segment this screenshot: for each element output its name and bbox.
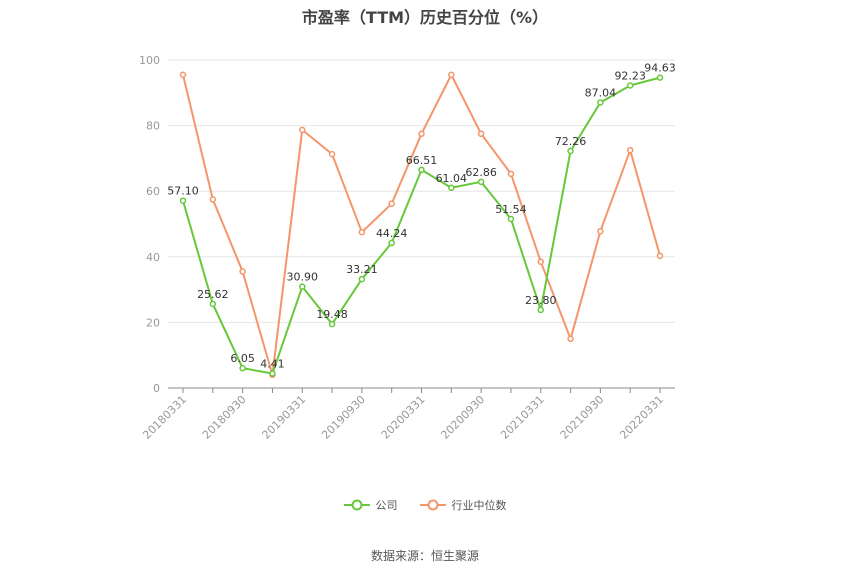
data-label: 19.48 bbox=[316, 308, 348, 321]
data-labels: 57.10 25.62 6.05 4.41 30.90 19.48 33.21 44.24 66… bbox=[167, 62, 676, 371]
data-label: 72.26 bbox=[555, 135, 587, 148]
data-point bbox=[299, 283, 306, 290]
x-tick-label: 20200930 bbox=[438, 393, 487, 442]
data-point bbox=[239, 364, 246, 372]
chart-title: 市盈率（TTM）历史百分位（%） bbox=[301, 8, 549, 27]
data-point bbox=[239, 268, 246, 275]
data-point bbox=[656, 74, 664, 81]
data-point bbox=[388, 239, 395, 247]
data-label: 6.05 bbox=[230, 352, 255, 365]
legend-swatch bbox=[419, 499, 446, 511]
y-tick-label: 80 bbox=[146, 120, 160, 133]
x-tick-label: 20220331 bbox=[617, 393, 666, 442]
data-point bbox=[507, 170, 515, 178]
legend-label: 公司 bbox=[375, 499, 398, 512]
data-point bbox=[626, 82, 634, 89]
series-line bbox=[182, 76, 661, 375]
data-source-note: 数据来源：恒生聚源 bbox=[370, 549, 479, 563]
data-point bbox=[597, 99, 604, 106]
x-tick-label: 20200331 bbox=[379, 393, 428, 442]
data-point bbox=[567, 147, 574, 155]
data-point bbox=[537, 258, 544, 265]
data-point bbox=[448, 71, 455, 79]
x-tick-label: 20210331 bbox=[498, 393, 547, 442]
data-point bbox=[477, 178, 485, 186]
data-point bbox=[537, 306, 544, 314]
data-point bbox=[358, 228, 366, 236]
data-label: 62.86 bbox=[465, 166, 497, 179]
data-point bbox=[179, 197, 187, 204]
data-label: 23.80 bbox=[525, 294, 557, 307]
legend: 公司 行业中位数 bbox=[0, 497, 850, 513]
data-point bbox=[269, 370, 276, 377]
data-label: 51.54 bbox=[495, 203, 527, 216]
data-point bbox=[209, 300, 217, 308]
legend-item[interactable]: 公司 bbox=[343, 497, 398, 513]
legend-item[interactable]: 行业中位数 bbox=[419, 497, 507, 513]
data-label: 44.24 bbox=[376, 227, 408, 240]
data-label: 30.90 bbox=[287, 271, 319, 284]
data-point bbox=[597, 227, 604, 235]
y-tick-label: 100 bbox=[139, 54, 160, 67]
x-tick-label: 20180331 bbox=[140, 393, 189, 442]
grid-lines bbox=[168, 59, 675, 323]
data-point bbox=[358, 275, 366, 283]
x-tick-label: 20190930 bbox=[319, 393, 368, 442]
x-tick-label: 20210930 bbox=[558, 393, 607, 442]
data-label: 94.63 bbox=[644, 62, 676, 75]
y-tick-label: 0 bbox=[153, 382, 160, 395]
series-layer bbox=[179, 71, 664, 379]
series-line bbox=[182, 73, 661, 376]
data-point bbox=[418, 166, 425, 174]
data-point bbox=[507, 215, 515, 223]
data-label: 61.04 bbox=[436, 172, 468, 185]
legend-swatch bbox=[343, 499, 370, 511]
x-tick-label: 20180930 bbox=[200, 393, 249, 442]
y-tick-label: 40 bbox=[146, 251, 160, 264]
data-label: 66.51 bbox=[406, 154, 438, 167]
data-point bbox=[656, 252, 664, 260]
x-tick-label: 20190331 bbox=[260, 393, 309, 442]
data-label: 33.21 bbox=[346, 263, 378, 276]
data-point bbox=[567, 335, 574, 343]
data-label: 25.62 bbox=[197, 288, 229, 301]
data-point bbox=[388, 200, 395, 207]
legend-label: 行业中位数 bbox=[451, 499, 507, 512]
data-point bbox=[328, 150, 336, 158]
data-label: 92.23 bbox=[614, 69, 646, 82]
data-point bbox=[179, 71, 187, 79]
data-point bbox=[299, 126, 306, 134]
y-tick-label: 60 bbox=[146, 185, 160, 198]
y-tick-label: 20 bbox=[146, 316, 160, 329]
data-point bbox=[328, 320, 336, 328]
data-label: 4.41 bbox=[260, 358, 285, 371]
data-label: 87.04 bbox=[585, 87, 617, 100]
data-point bbox=[448, 184, 455, 192]
data-label: 57.10 bbox=[167, 185, 199, 198]
data-point bbox=[626, 146, 634, 154]
data-point bbox=[477, 130, 485, 138]
data-point bbox=[209, 196, 217, 203]
data-point bbox=[418, 130, 425, 138]
